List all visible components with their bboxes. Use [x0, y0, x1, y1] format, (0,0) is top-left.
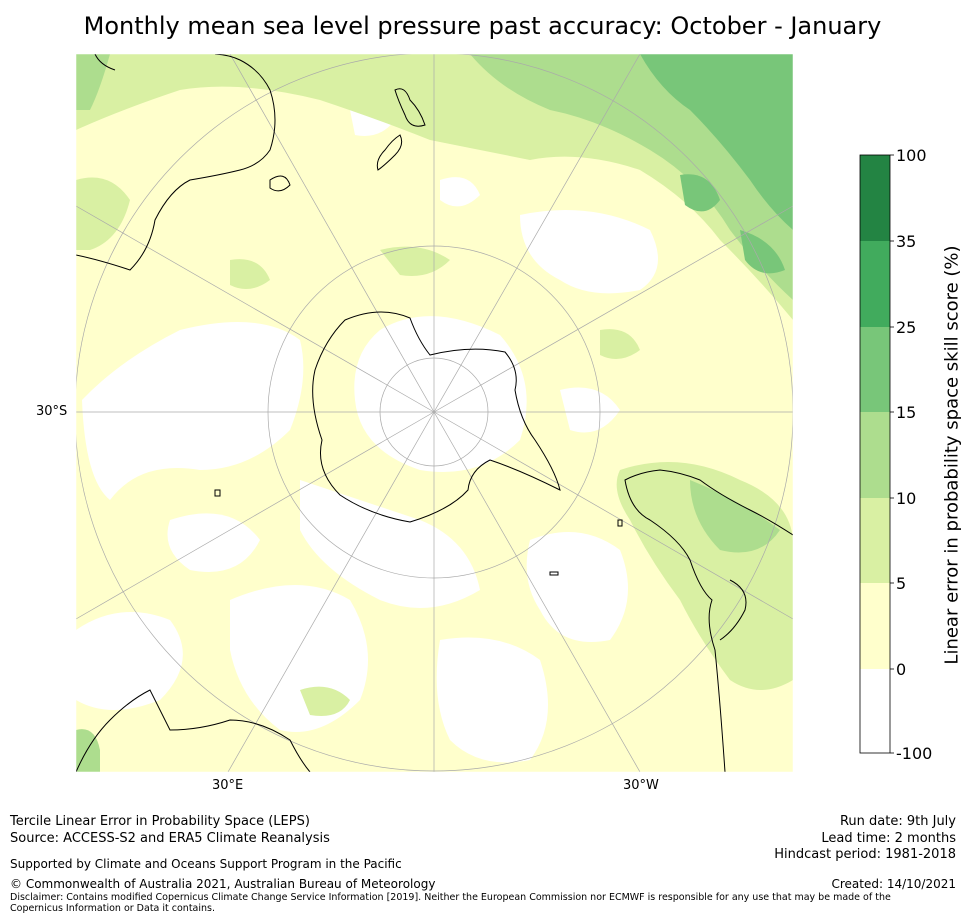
island-coast-2: [549, 571, 559, 576]
footer-source: Source: ACCESS-S2 and ERA5 Climate Reana…: [10, 831, 330, 846]
map-frame: [75, 53, 794, 773]
island-coast-3: [617, 519, 623, 527]
south-america-east-coast: [719, 579, 747, 641]
colorbar-bin-100: [860, 155, 890, 241]
colorbar-bin-35: [860, 241, 890, 327]
antarctica-coast: [312, 311, 561, 523]
footer-copyright: © Commonwealth of Australia 2021, Austra…: [10, 877, 436, 891]
colorbar-bin-5: [860, 583, 890, 669]
map-panel: [76, 54, 793, 772]
colorbar-tick: 10: [896, 489, 917, 508]
footer-method: Tercile Linear Error in Probability Spac…: [10, 814, 310, 829]
africa-coast: [76, 689, 311, 772]
colorbar-tick: 35: [896, 232, 917, 251]
colorbar-tick: 5: [896, 574, 907, 593]
australia-north-coast: [94, 54, 116, 71]
colorbar-tick: 15: [896, 403, 917, 422]
lon-label-30e: 30°E: [212, 778, 244, 793]
coastlines: [76, 54, 793, 772]
colorbar-tick: 100: [896, 146, 927, 165]
colorbar-bin-0: [860, 669, 890, 753]
new-zealand-south-coast: [376, 134, 403, 171]
tasmania-coast: [269, 175, 291, 192]
colorbar-bin-15: [860, 412, 890, 498]
australia-coast: [76, 54, 276, 271]
lead-time: Lead time: 2 months: [821, 831, 956, 846]
south-america-coast: [624, 469, 793, 772]
new-zealand-north-coast: [394, 88, 426, 127]
colorbar-outline: [859, 154, 891, 754]
page-title: Monthly mean sea level pressure past acc…: [83, 12, 882, 40]
colorbar-bin-25: [860, 327, 890, 412]
meridians: [76, 54, 793, 772]
lon-label-30w: 30°W: [623, 778, 659, 793]
island-coast-1: [214, 489, 221, 497]
lat-label-30s: 30°S: [36, 404, 68, 419]
footer-support: Supported by Climate and Oceans Support …: [10, 857, 402, 871]
colorbar-tick: 25: [896, 318, 917, 337]
run-date: Run date: 9th July: [839, 814, 956, 829]
footer-disclaimer: Disclaimer: Contains modified Copernicus…: [10, 892, 891, 914]
created-date: Created: 14/10/2021: [831, 877, 956, 891]
colorbar: [859, 154, 894, 754]
colorbar-tick: -100: [896, 744, 933, 763]
colorbar-tick: 0: [896, 660, 907, 679]
hindcast-period: Hindcast period: 1981-2018: [774, 847, 956, 862]
colorbar-bin-10: [860, 498, 890, 583]
skill-region-15-25: [640, 54, 793, 274]
colorbar-label: Linear error in probability space skill …: [941, 245, 963, 665]
